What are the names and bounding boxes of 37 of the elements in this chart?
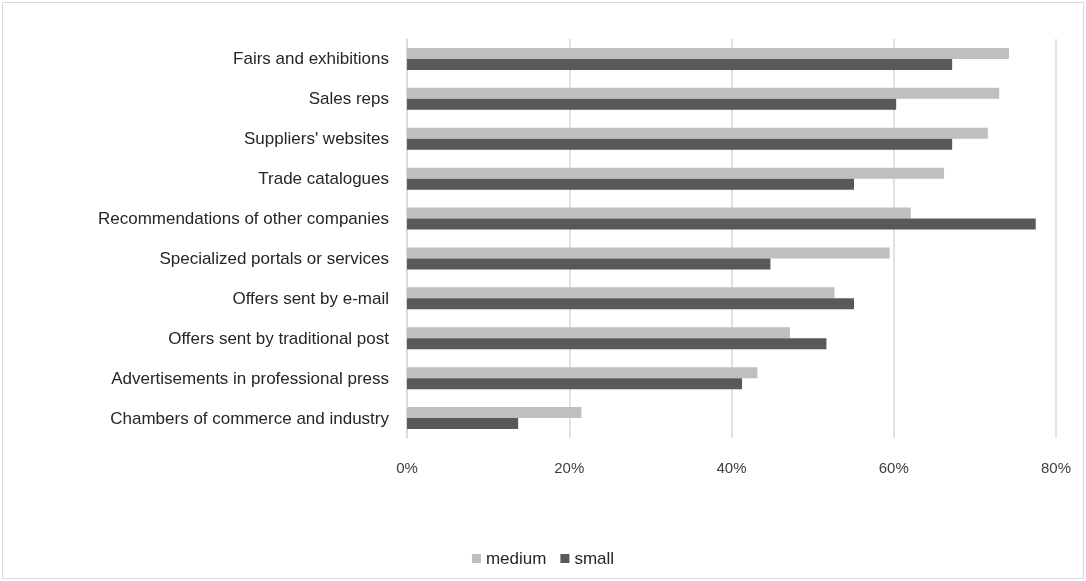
bar	[407, 47, 1009, 59]
bar	[407, 178, 854, 190]
y-tick-label: Trade catalogues	[258, 169, 389, 189]
x-tick-label: 20%	[554, 459, 585, 476]
bar	[407, 207, 911, 219]
y-tick-label: Offers sent by traditional post	[168, 328, 390, 348]
bar	[407, 87, 1000, 99]
y-tick-label: Advertisements in professional press	[111, 368, 389, 388]
legend-label: small	[574, 549, 615, 568]
bar	[407, 98, 897, 110]
bar	[407, 338, 827, 350]
y-tick-label: Fairs and exhibitions	[233, 49, 389, 69]
x-tick-label: 0%	[396, 459, 418, 476]
bar	[407, 247, 890, 259]
bar	[407, 287, 835, 299]
y-tick-label: Sales reps	[308, 89, 389, 109]
y-tick-label: Offers sent by e-mail	[232, 288, 389, 308]
bar	[407, 58, 953, 70]
y-tick-label: Chambers of commerce and industry	[110, 408, 390, 428]
y-tick-label: Suppliers' websites	[244, 129, 389, 149]
bar	[407, 407, 582, 419]
x-tick-label: 80%	[1040, 459, 1072, 476]
bar	[407, 258, 771, 270]
bar	[407, 167, 945, 179]
bar	[407, 327, 790, 339]
legend-label: medium	[485, 549, 547, 568]
x-tick-label: 60%	[878, 459, 909, 476]
bar	[407, 218, 1036, 230]
bar	[407, 367, 758, 379]
y-tick-label: Recommendations of other companies	[97, 209, 389, 229]
bar	[407, 298, 854, 310]
bar	[407, 378, 743, 390]
bar	[407, 127, 988, 139]
x-tick-label: 40%	[716, 459, 747, 476]
y-tick-label: Specialized portals or services	[159, 248, 389, 268]
bar	[407, 418, 519, 430]
bar	[407, 138, 953, 150]
